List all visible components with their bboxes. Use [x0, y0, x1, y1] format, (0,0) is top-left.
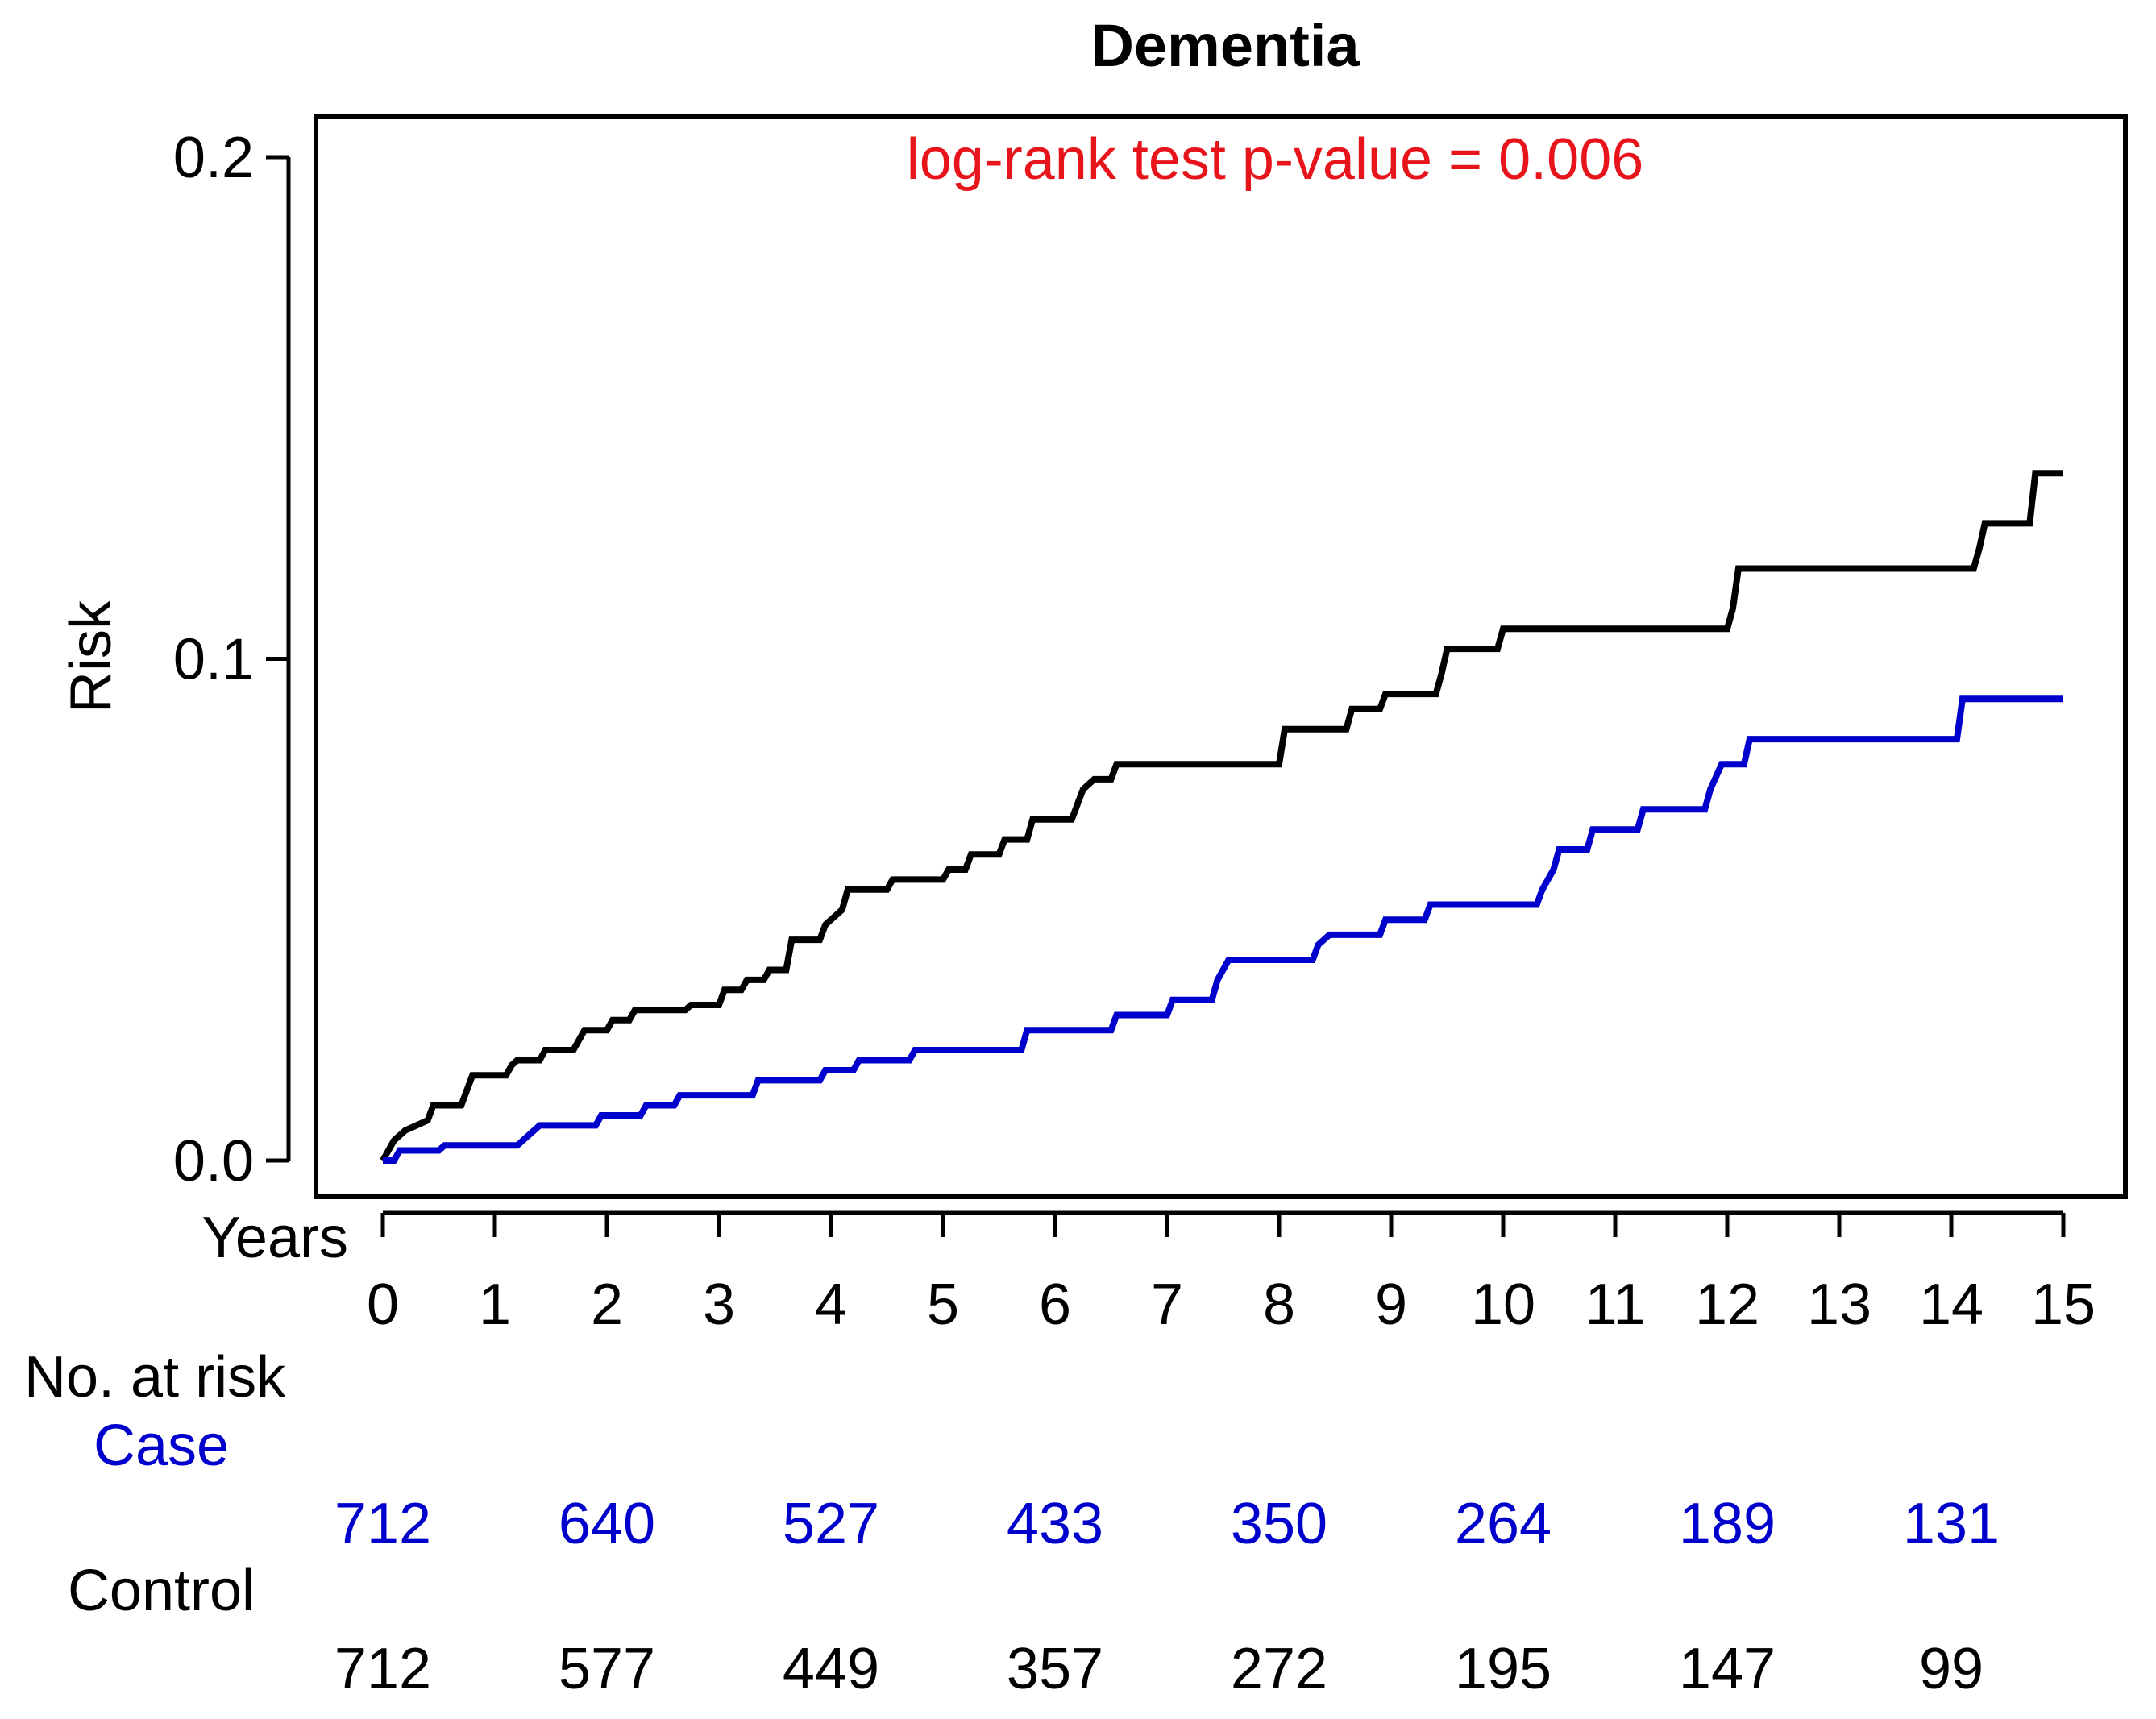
risk-count-case: 712: [334, 1492, 431, 1556]
x-tick-label: 11: [1585, 1273, 1646, 1337]
risk-count-control: 357: [1007, 1637, 1103, 1701]
plot-frame: [314, 114, 2128, 1199]
risk-row-label-control: Control: [68, 1559, 255, 1623]
risk-count-case: 131: [1903, 1492, 2000, 1556]
y-tick-label: 0.1: [173, 628, 254, 692]
x-tick-label: 6: [1039, 1273, 1071, 1337]
risk-count-case: 640: [559, 1492, 655, 1556]
risk-count-control: 449: [783, 1637, 879, 1701]
x-tick-label: 2: [591, 1273, 623, 1337]
risk-count-control: 147: [1679, 1637, 1776, 1701]
y-axis: 0.0 0.1 0.2: [173, 126, 291, 1194]
x-tick-label: 14: [1919, 1273, 1984, 1337]
risk-count-control: 272: [1231, 1637, 1327, 1701]
x-tick-label: 4: [815, 1273, 847, 1337]
x-tick-label: 13: [1807, 1273, 1871, 1337]
x-tick-label: 1: [479, 1273, 511, 1337]
risk-count-case: 189: [1679, 1492, 1776, 1556]
x-axis-label: Years: [202, 1206, 348, 1270]
risk-count-control: 712: [334, 1637, 431, 1701]
x-tick-label: 5: [927, 1273, 959, 1337]
x-axis: 0 1 2 3 4 5 6 7 8 9 10 11 12 13 14 15: [367, 1210, 2096, 1337]
risk-table: No. at risk Case 712 640 527 433 350 264 189 131…: [24, 1345, 2000, 1701]
y-tick-label: 0.2: [173, 126, 254, 190]
x-tick-label: 9: [1375, 1273, 1407, 1337]
risk-count-control: 99: [1919, 1637, 1984, 1701]
x-tick-label: 0: [367, 1273, 399, 1337]
risk-count-case: 264: [1455, 1492, 1552, 1556]
x-tick-label: 3: [703, 1273, 735, 1337]
series-line-control: [380, 470, 2063, 1162]
x-tick-label: 10: [1471, 1273, 1535, 1337]
x-tick-label: 12: [1695, 1273, 1759, 1337]
risk-count-control: 577: [559, 1637, 655, 1701]
series-line-case: [383, 695, 2063, 1164]
risk-count-case: 527: [783, 1492, 879, 1556]
x-tick-label: 15: [2031, 1273, 2096, 1337]
pvalue-annotation: log-rank test p-value = 0.006: [907, 127, 1644, 192]
risk-count-case: 433: [1007, 1492, 1103, 1556]
y-axis-label: Risk: [59, 600, 123, 713]
y-tick-label: 0.0: [173, 1129, 254, 1194]
risk-row-label-case: Case: [93, 1414, 229, 1478]
x-tick-label: 7: [1151, 1273, 1183, 1337]
risk-count-control: 195: [1455, 1637, 1552, 1701]
x-tick-label: 8: [1263, 1273, 1295, 1337]
series-layer: [380, 470, 2063, 1164]
risk-table-header: No. at risk: [24, 1345, 286, 1410]
risk-count-case: 350: [1231, 1492, 1327, 1556]
chart-title: Dementia: [1090, 12, 1360, 79]
